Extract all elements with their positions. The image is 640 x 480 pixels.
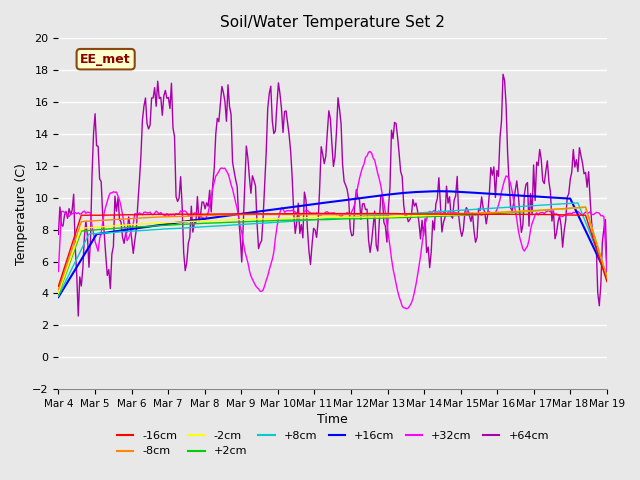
X-axis label: Time: Time [317, 413, 348, 426]
Y-axis label: Temperature (C): Temperature (C) [15, 163, 28, 264]
Text: EE_met: EE_met [81, 53, 131, 66]
Legend: -16cm, -8cm, -2cm, +2cm, +8cm, +16cm, +32cm, +64cm: -16cm, -8cm, -2cm, +2cm, +8cm, +16cm, +3… [112, 427, 553, 461]
Title: Soil/Water Temperature Set 2: Soil/Water Temperature Set 2 [220, 15, 445, 30]
